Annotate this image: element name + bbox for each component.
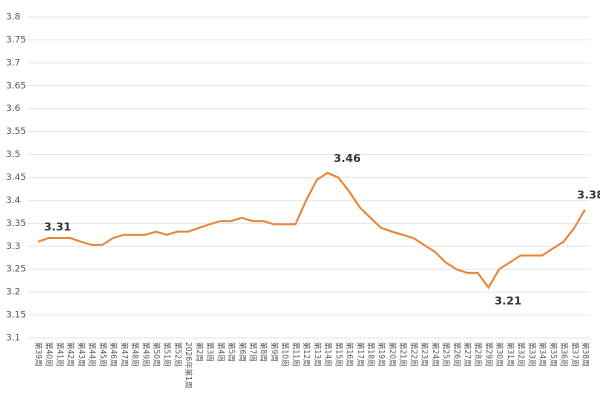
- y-tick-label: 3.8: [6, 13, 21, 23]
- x-tick-label: 第48周: [131, 342, 141, 367]
- y-tick-label: 3.25: [6, 265, 26, 275]
- x-tick-label: 第52周: [173, 342, 183, 367]
- x-tick-label: 第23周: [420, 342, 430, 367]
- x-tick-label: 第24周: [431, 342, 441, 367]
- y-tick-label: 3.1: [6, 334, 20, 344]
- x-tick-label: 第4周: [216, 342, 226, 362]
- x-tick-label: 第51周: [163, 342, 173, 367]
- x-tick-label: 第8周: [259, 342, 269, 362]
- y-tick-label: 3.75: [6, 35, 26, 45]
- x-tick-label: 第37周: [570, 342, 580, 367]
- y-tick-label: 3.4: [6, 196, 21, 206]
- x-tick-label: 第41周: [55, 342, 65, 367]
- x-tick-label: 第10周: [281, 342, 291, 367]
- y-tick-label: 3.15: [6, 311, 26, 321]
- x-tick-label: 第7周: [249, 342, 259, 362]
- y-tick-label: 3.7: [6, 58, 20, 68]
- x-tick-label: 第17周: [356, 342, 366, 367]
- x-tick-label: 第35周: [549, 342, 559, 367]
- data-label: 3.38: [577, 189, 600, 202]
- x-tick-label: 第42周: [66, 342, 76, 367]
- y-tick-label: 3.55: [6, 127, 26, 137]
- x-tick-label: 第46周: [109, 342, 119, 367]
- y-tick-label: 3.3: [6, 242, 20, 252]
- x-tick-label: 第39周: [34, 342, 44, 367]
- x-tick-label: 第40周: [45, 342, 55, 367]
- y-tick-label: 3.65: [6, 81, 26, 91]
- x-tick-label: 第2周: [195, 342, 205, 362]
- x-tick-label: 第13周: [313, 342, 323, 367]
- x-tick-label: 第16周: [345, 342, 355, 367]
- x-tick-label: 第18周: [366, 342, 376, 367]
- y-tick-label: 3.35: [6, 219, 26, 229]
- x-tick-label: 第25周: [442, 342, 452, 367]
- x-tick-label: 第26周: [452, 342, 462, 367]
- x-tick-label: 第6周: [238, 342, 248, 362]
- x-tick-label: 第12周: [302, 342, 312, 367]
- x-tick-label: 第14周: [324, 342, 334, 367]
- data-label: 3.21: [494, 295, 521, 308]
- x-tick-label: 第5周: [227, 342, 237, 362]
- series-line: [37, 171, 586, 290]
- x-tick-label: 第22周: [409, 342, 419, 367]
- x-tick-label: 第30周: [495, 342, 505, 367]
- x-tick-label: 2026年第1周: [184, 342, 194, 388]
- y-tick-label: 3.5: [6, 150, 20, 160]
- x-tick-label: 第50周: [152, 342, 162, 367]
- x-tick-label: 第45周: [98, 342, 108, 367]
- x-tick-label: 第33周: [527, 342, 537, 367]
- x-tick-label: 第15周: [334, 342, 344, 367]
- x-tick-label: 第11周: [291, 342, 301, 367]
- x-tick-label: 第29周: [484, 342, 494, 367]
- y-tick-label: 3.2: [6, 288, 20, 298]
- x-tick-label: 第34周: [538, 342, 548, 367]
- x-tick-label: 第3周: [206, 342, 216, 362]
- x-tick-label: 第21周: [399, 342, 409, 367]
- x-tick-label: 第32周: [517, 342, 527, 367]
- x-tick-label: 第20周: [388, 342, 398, 367]
- x-tick-label: 第36周: [560, 342, 570, 367]
- x-tick-label: 第49周: [141, 342, 151, 367]
- x-tick-label: 第9周: [270, 342, 280, 362]
- data-label: 3.46: [334, 152, 361, 165]
- x-tick-label: 第31周: [506, 342, 516, 367]
- x-tick-label: 第44周: [88, 342, 98, 367]
- y-tick-label: 3.45: [6, 173, 26, 183]
- y-tick-label: 3.6: [6, 104, 21, 114]
- x-tick-label: 第28周: [474, 342, 484, 367]
- x-tick-label: 第43周: [77, 342, 87, 367]
- x-tick-label: 第47周: [120, 342, 130, 367]
- data-label: 3.31: [44, 221, 71, 234]
- x-tick-label: 第27周: [463, 342, 473, 367]
- x-tick-label: 第19周: [377, 342, 387, 367]
- x-tick-label: 第38周: [581, 342, 591, 367]
